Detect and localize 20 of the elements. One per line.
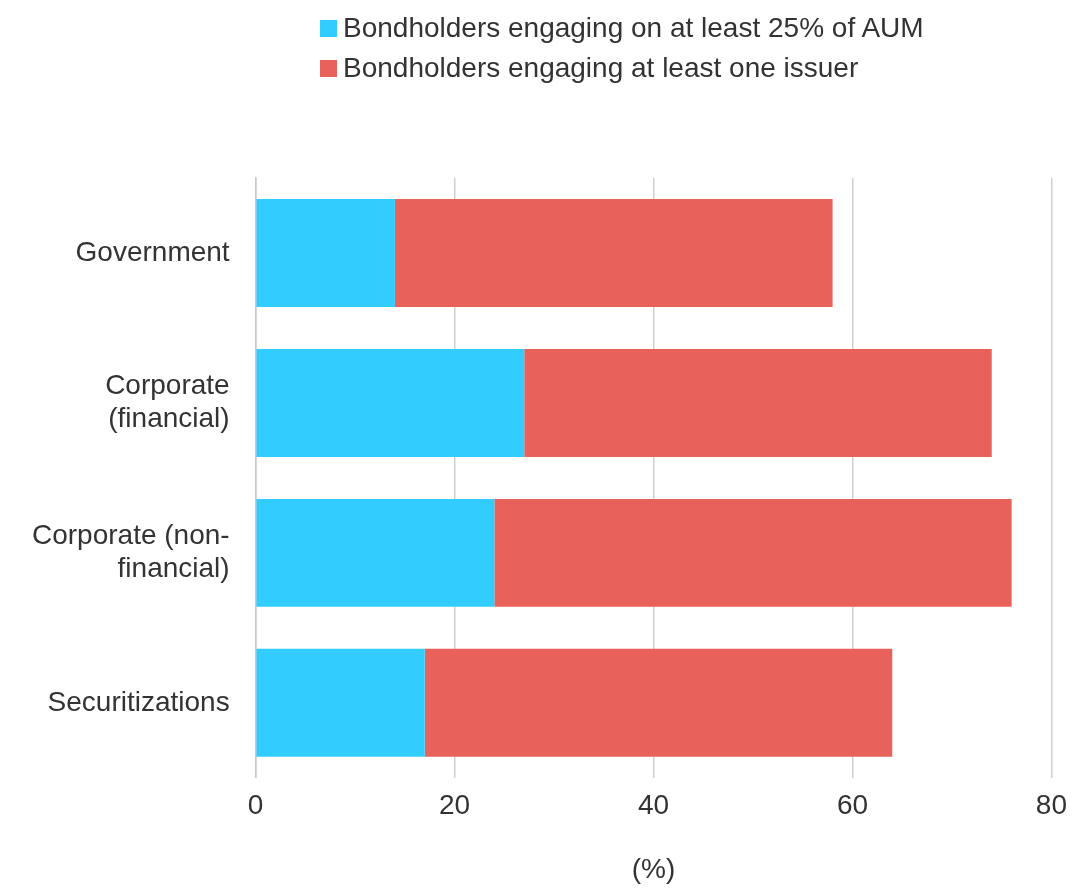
x-axis-title: (%)	[631, 852, 676, 884]
bar	[394, 198, 833, 307]
bar	[256, 498, 495, 607]
legend-label: Bondholders engaging on at least 25% of AUM	[343, 12, 924, 44]
x-tick-label: 20	[439, 789, 471, 821]
legend-label: Bondholders engaging at least one issuer	[343, 52, 859, 84]
bar	[256, 348, 525, 457]
y-tick-label: Corporate (non-financial)	[32, 518, 230, 584]
y-tick-label: Corporate (financial)	[105, 368, 230, 434]
bar	[256, 198, 395, 307]
y-tick-label: Securitizations	[47, 685, 230, 717]
x-tick-label: 40	[637, 789, 670, 821]
x-tick-label: 60	[836, 789, 869, 821]
y-tick-label: Government	[75, 235, 230, 267]
bar	[524, 348, 992, 457]
x-tick-label: 80	[1035, 789, 1068, 821]
bar	[494, 498, 1012, 607]
x-tick-label: 0	[247, 789, 264, 821]
bar	[424, 648, 893, 757]
bar	[256, 648, 425, 757]
